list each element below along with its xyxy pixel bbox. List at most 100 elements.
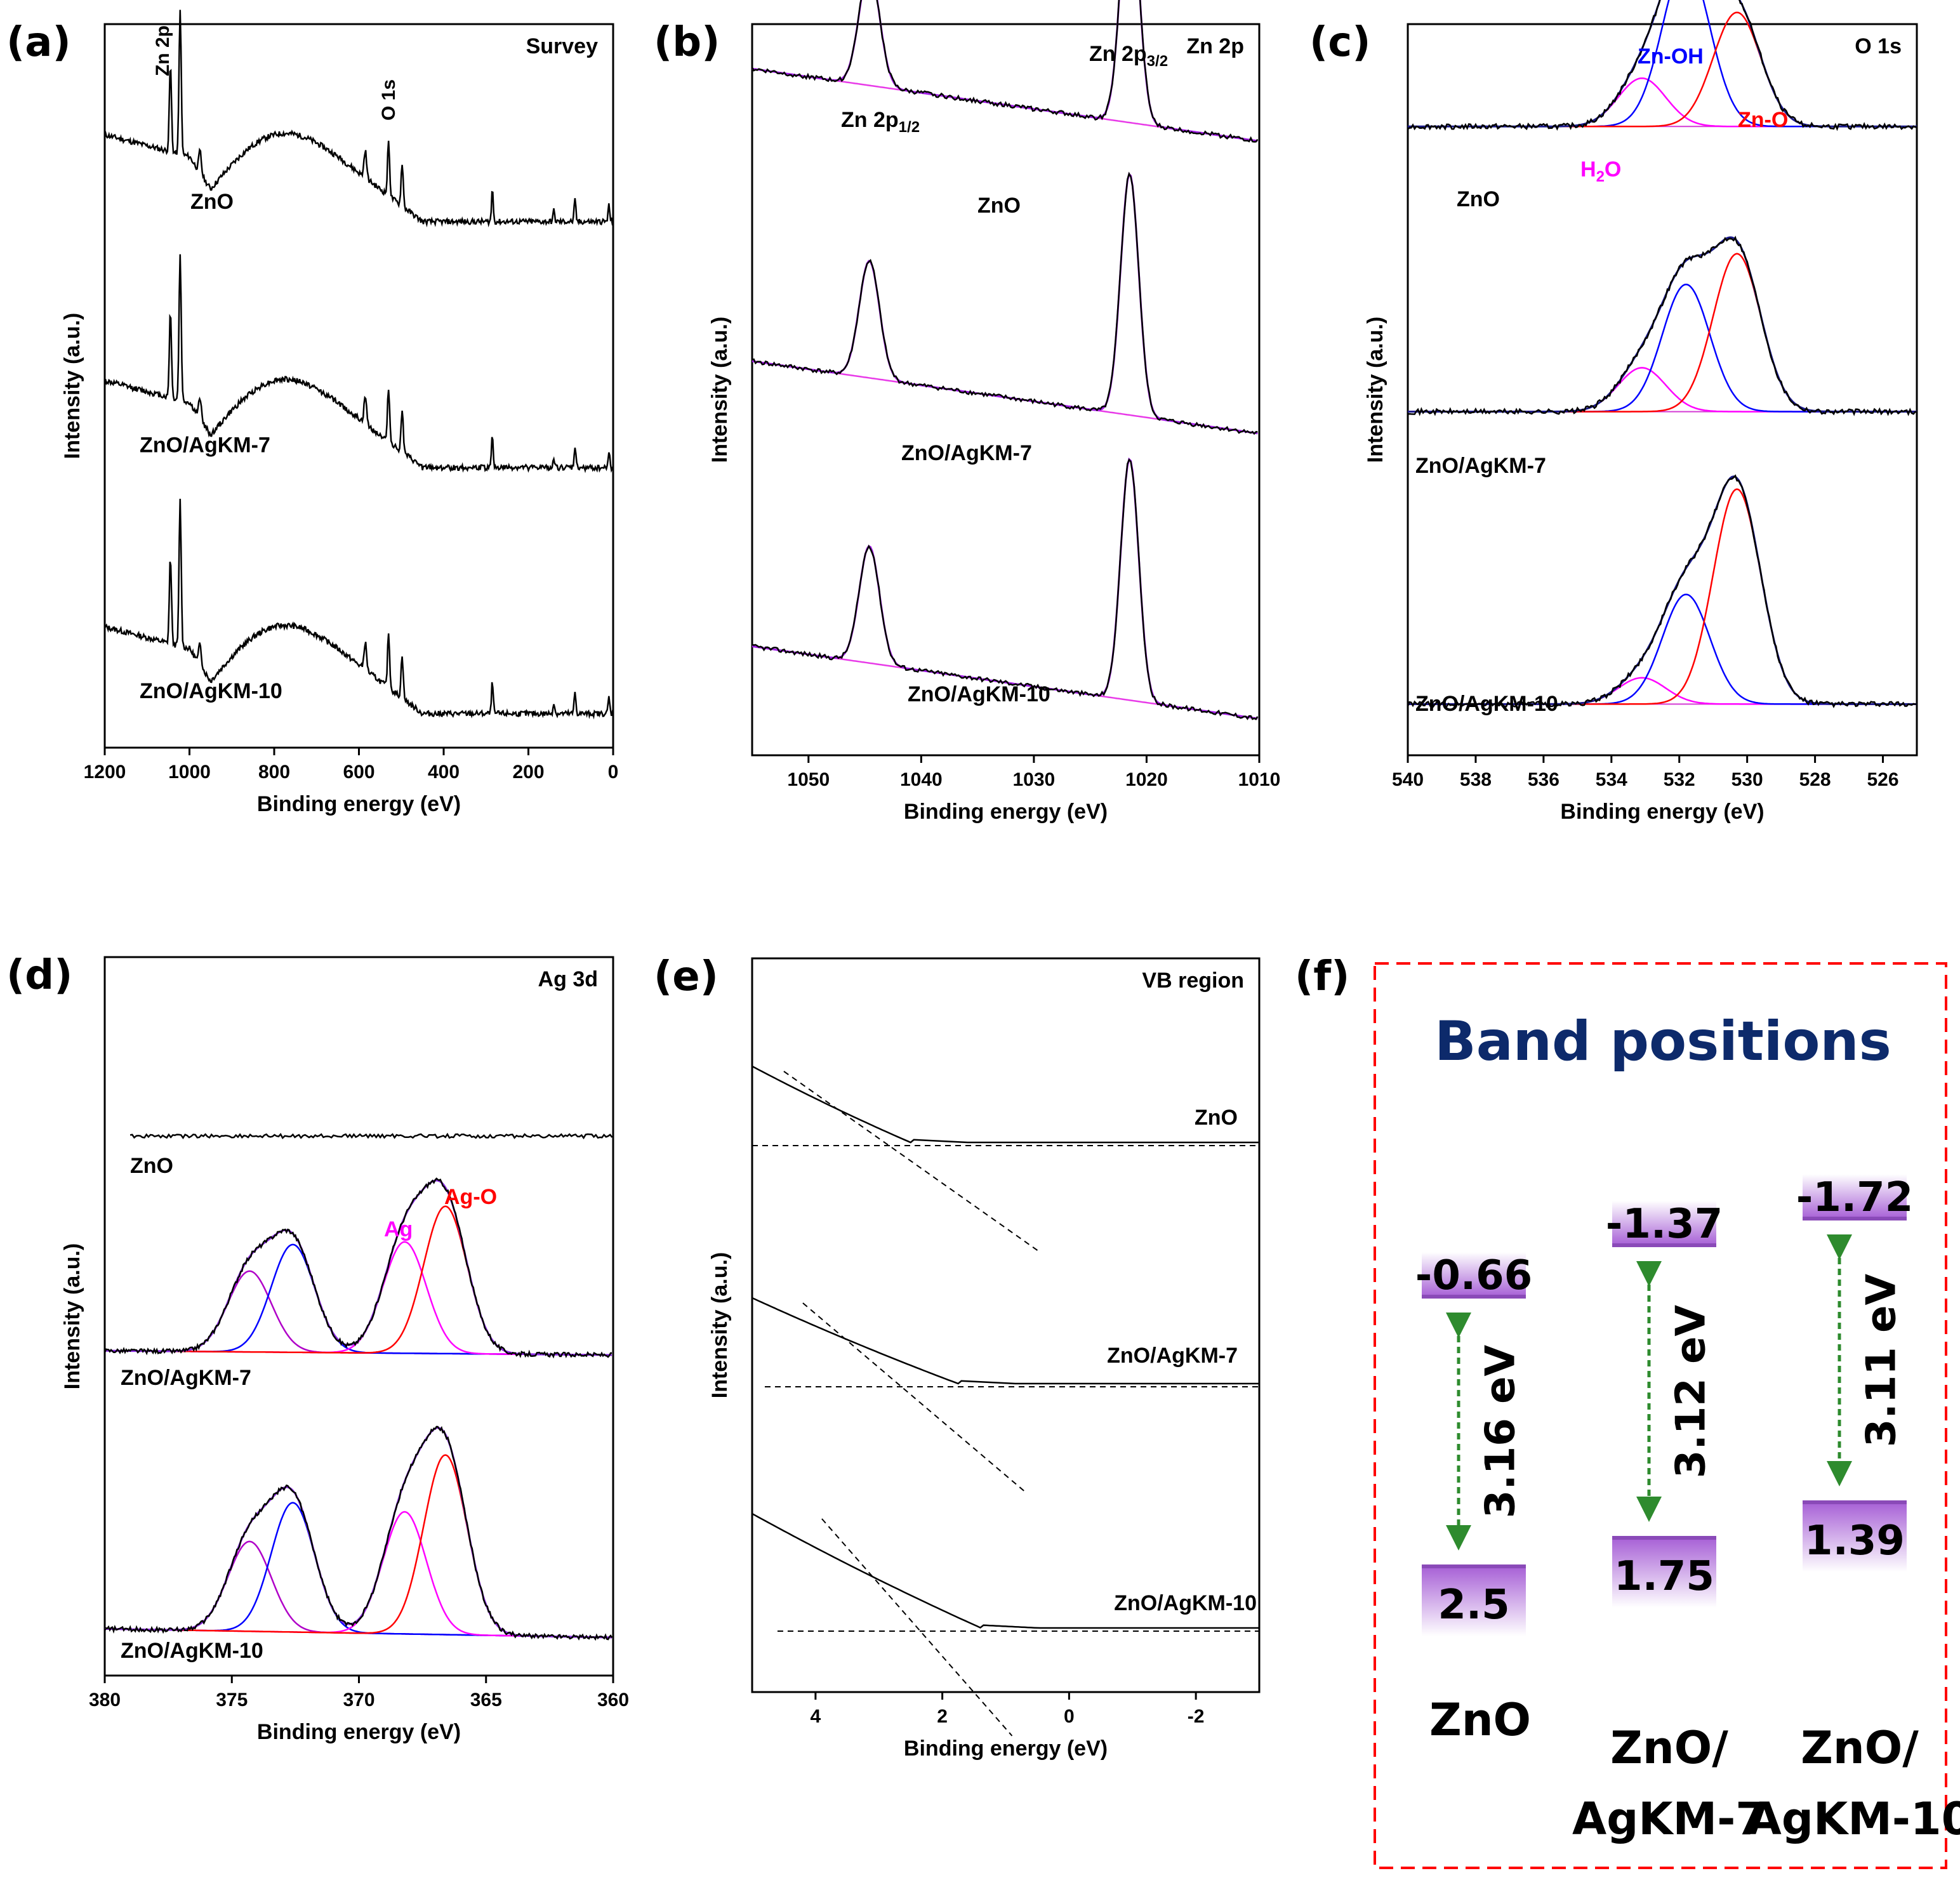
envelope-1 [1408,236,1917,413]
material-name: AgKM-7 [1572,1793,1766,1845]
x-tick-label: 200 [512,762,544,783]
cb-band [1612,1201,1716,1245]
panel-title: Ag 3d [538,967,598,991]
x-tick-label: 538 [1460,769,1492,790]
x-tick-label: -2 [1188,1706,1205,1727]
panel-label: (a) [6,19,71,66]
x-tick-label: 360 [597,1690,629,1710]
zn-oh-label: Zn-OH [1638,44,1704,69]
x-tick-label: 0 [608,762,619,783]
panel-title: Survey [526,34,598,58]
ag-label: Ag [384,1217,413,1241]
x-tick-label: 526 [1867,769,1899,790]
y-axis-label: Intensity (a.u.) [60,1243,84,1389]
component-3-1 [105,1205,612,1356]
panel-d: 380 375 370 365 360 Binding energy (eV) Intens… [6,952,629,1744]
series-label: ZnO [1457,187,1500,211]
cb-band [1422,1252,1526,1297]
cb-value: -0.66 [1415,1252,1532,1299]
x-tick-label: 1040 [900,769,943,790]
y-axis-label: Intensity (a.u.) [708,1252,732,1398]
panel-f: (f) Band positions -0.66 2.5 3.16 eV ZnO -1.37… [1295,953,1960,1869]
survey-line-0 [103,10,614,228]
panel-b: 1050 1040 1030 1020 1010 Binding energy (eV) I… [654,0,1280,824]
zn-o-label: Zn-O [1738,108,1788,132]
series-label: ZnO/AgKM-7 [901,441,1032,465]
h2o-label-main: H [1580,157,1596,182]
zn2p32-label: Zn 2p3/2 [1089,42,1168,70]
series-label: ZnO/AgKM-10 [121,1639,263,1663]
h2o-label: H2O [1580,157,1621,185]
component-1-2 [105,1502,612,1639]
material-name: ZnO/ [1801,1722,1919,1774]
x-tick-label: 534 [1596,769,1627,790]
series-label: ZnO/AgKM-7 [140,433,270,457]
panel-label: (f) [1295,953,1349,1000]
cb-band [1803,1174,1907,1219]
x-tick-label: 370 [343,1690,374,1710]
panel-a: 1200 1000 800 600 400 200 0 Binding energy (eV)… [6,10,619,816]
x-tick-label: 4 [811,1706,821,1727]
series-label: ZnO/AgKM-10 [140,679,282,703]
y-axis-label: Intensity (a.u.) [60,313,84,459]
x-tick-label: 1200 [84,762,126,783]
gap-value: 3.12 eV [1668,1304,1715,1478]
edge-fit [821,1518,1013,1736]
vb-band [1612,1538,1716,1608]
panel-label: (e) [654,953,718,1000]
series-label: ZnO/AgKM-7 [1107,1344,1238,1368]
series-label: ZnO [1195,1106,1238,1130]
peak-label-zn2p: Zn 2p [152,25,173,76]
survey-line-1 [104,254,614,473]
survey-line-2 [104,498,614,720]
x-tick-label: 400 [428,762,460,783]
x-tick-label: 540 [1392,769,1424,790]
component-0-2 [105,1540,612,1639]
plot-frame [751,957,1261,1693]
envelope-2 [1408,475,1917,705]
envelope-0 [1408,0,1917,128]
ag-o-label: Ag-O [444,1185,497,1209]
raw-line-2 [752,458,1259,720]
material-name: ZnO [1429,1694,1531,1746]
plot-frame [1407,23,1918,757]
x-tick-label: 528 [1799,769,1831,790]
envelope-1 [105,1179,612,1356]
zn2p32-label-main: Zn 2p [1089,42,1147,66]
series-label: ZnO [130,1154,173,1178]
x-tick-label: 600 [343,762,374,783]
zn2p32-label-sub: 3/2 [1147,53,1168,70]
plot-frame [751,23,1261,757]
series-label: ZnO/AgKM-10 [908,682,1050,706]
band-box [1374,962,1947,1869]
material-name: ZnO/ [1610,1722,1728,1774]
y-axis-label: Intensity (a.u.) [708,317,732,463]
edge-fit [783,1071,1038,1251]
x-tick-label: 375 [216,1690,248,1710]
x-tick-label: 0 [1064,1706,1075,1727]
vb-value: 1.75 [1614,1553,1714,1600]
vb-value: 2.5 [1438,1582,1509,1629]
series-label: ZnO/AgKM-10 [1114,1591,1257,1615]
zno-flat-line [129,1132,613,1140]
x-tick-label: 800 [258,762,290,783]
zn2p12-label-sub: 1/2 [899,119,920,136]
fit-line-0 [752,0,1258,142]
component-3-2 [105,1454,612,1639]
panel-title: VB region [1142,969,1244,993]
raw-line-1 [752,171,1258,435]
band-title: Band positions [1434,1010,1891,1073]
component-0-0 [1408,77,1917,128]
panel-title: Zn 2p [1186,34,1244,58]
x-tick-label: 1050 [787,769,830,790]
raw-line-0 [751,0,1259,143]
zn2p12-label: Zn 2p1/2 [841,108,920,136]
plot-frame [103,956,614,1677]
plot-frame [103,23,614,749]
component-2-2 [1408,488,1917,705]
cb-value: -1.37 [1606,1201,1723,1248]
vb-line-1 [752,1297,1259,1385]
series-label: ZnO/AgKM-7 [1415,454,1546,478]
x-tick-label: 1010 [1238,769,1281,790]
envelope-2 [105,1427,612,1639]
